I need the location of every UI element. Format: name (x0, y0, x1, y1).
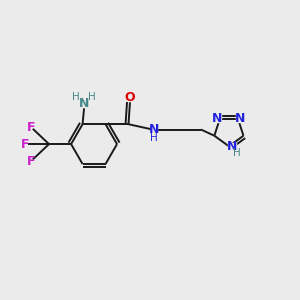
Bar (236, 115, 244, 122)
Bar (151, 126, 158, 133)
Text: H: H (88, 92, 96, 101)
Text: H: H (150, 133, 158, 143)
Bar (228, 143, 236, 150)
Bar (81, 100, 87, 106)
Text: F: F (26, 121, 35, 134)
Text: H: H (233, 148, 241, 158)
Text: F: F (21, 138, 29, 151)
Bar (214, 115, 221, 122)
Text: N: N (79, 97, 89, 110)
Text: N: N (227, 140, 237, 153)
Text: O: O (125, 91, 135, 104)
Text: N: N (149, 123, 159, 136)
Text: H: H (72, 92, 80, 101)
Text: F: F (26, 155, 35, 168)
Text: N: N (235, 112, 245, 124)
Bar (127, 94, 133, 101)
Text: N: N (212, 112, 223, 124)
